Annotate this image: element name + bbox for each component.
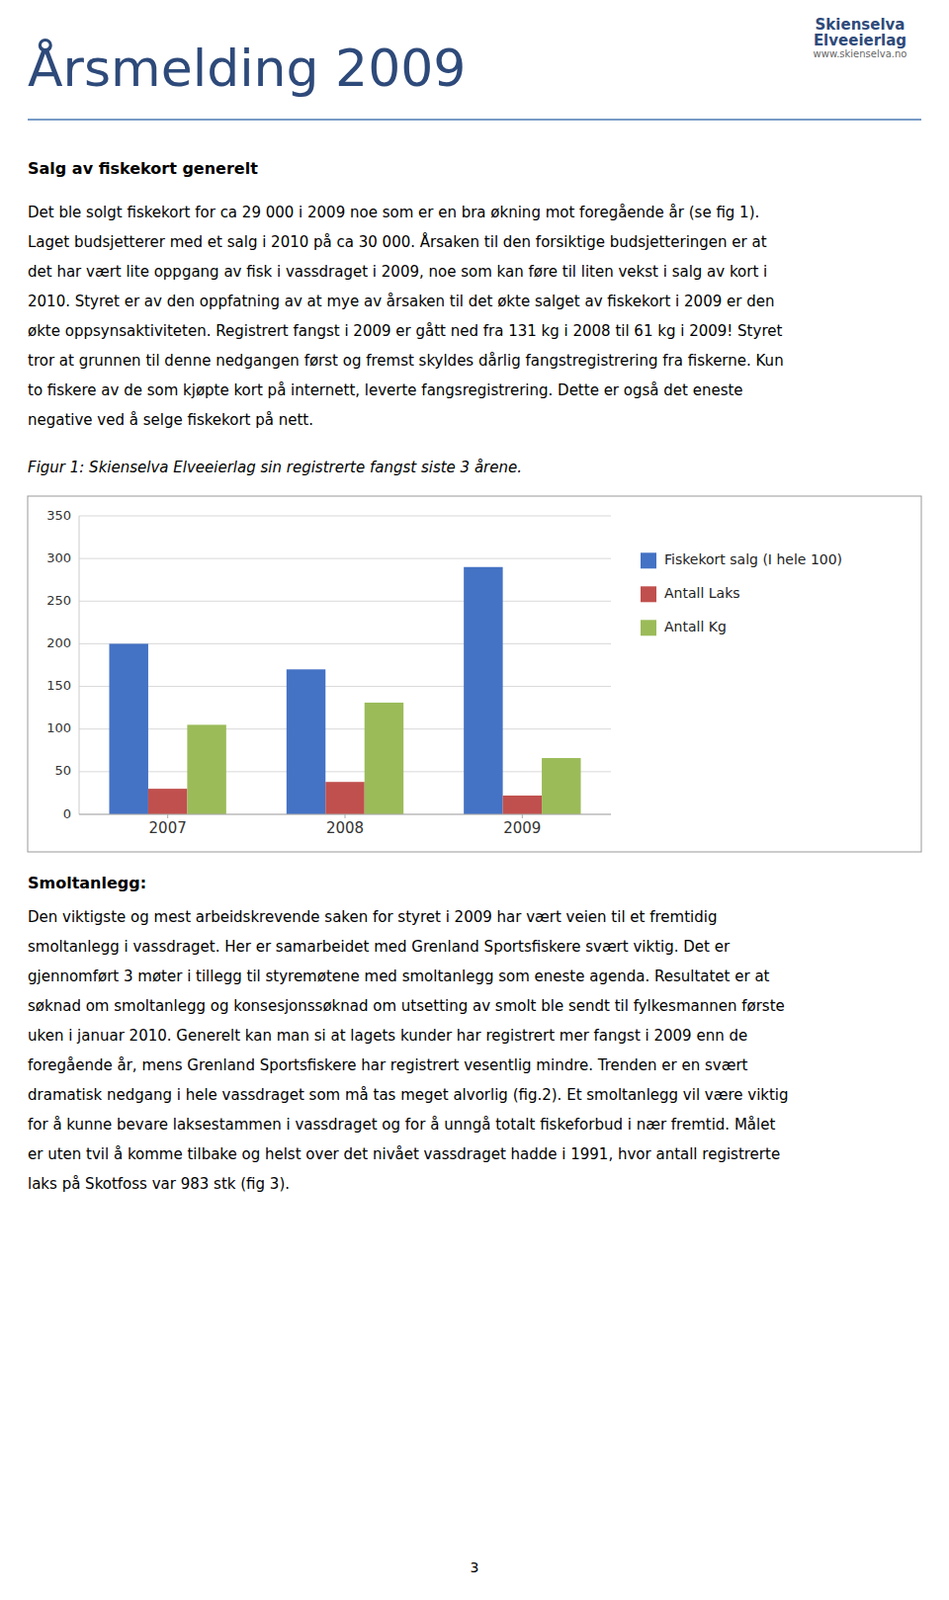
y-axis-line [79,516,81,815]
paragraph-line: Laget budsjetterer med et salg i 2010 på… [27,232,768,252]
paragraph-line: Det ble solgt fiskekort for ca 29 000 i … [27,203,760,222]
y-tick-label: 200 [46,635,72,651]
grid-line [79,771,611,773]
legend-label: Antall Kg [664,618,727,635]
paragraph-line: to fiskere av de som kjøpte kort på inte… [27,381,744,400]
legend-label: Fiskekort salg (I hele 100) [664,551,843,568]
bar [325,781,364,815]
paragraph-line: Den viktigste og mest arbeidskrevende sa… [27,908,717,927]
y-tick-label: 100 [46,720,72,736]
paragraph-line: uken i januar 2010. Generelt kan man si … [27,1027,748,1045]
paragraph-line: negative ved å selge fiskekort på nett. [27,411,314,430]
x-tick [521,814,523,819]
bar [541,758,581,815]
x-tick-label: 2007 [149,819,187,838]
legend-swatch [640,586,657,603]
section-heading: Smoltanlegg: [27,873,147,893]
bar [108,643,148,815]
x-tick-label: 2008 [326,819,364,838]
page-background [0,0,949,1600]
chart-border [27,496,922,853]
figure-caption: Figur 1: Skienselva Elveeierlag sin regi… [27,458,522,477]
x-tick [345,814,346,819]
logo-text: www.skienselva.no [813,48,908,60]
page-title: Årsmelding 2009 [27,37,466,98]
y-tick-label: 50 [54,763,72,778]
page-number: 3 [470,1559,480,1576]
header-rule [27,118,922,121]
paragraph-line: smoltanlegg i vassdraget. Her er samarbe… [27,938,731,956]
page: Årsmelding 2009SkienselvaElveeierlagwww.… [0,0,949,1600]
chart: 0 50 100 150 200 250 300 350 2007 2008 2009 Fiskeko… [27,496,922,853]
bar [286,669,326,815]
y-tick-label: 0 [63,806,72,822]
bar [148,788,187,815]
paragraph-line: 2010. Styret er av den oppfatning av at … [27,292,775,311]
bar [503,795,542,815]
paragraph-line: søknad om smoltanlegg og konsesjonssøkna… [27,997,785,1016]
bar [364,702,404,815]
paragraph-line: laks på Skotfoss var 983 stk (fig 3). [27,1175,290,1194]
legend: Fiskekort salg (I hele 100) Antall Laks An… [640,551,843,636]
x-tick-label: 2009 [503,819,541,838]
legend-label: Antall Laks [664,585,741,602]
legend-swatch [640,619,657,636]
bar [186,724,226,815]
logo-text: Elveeierlag [813,31,907,50]
paragraph-line: er uten tvil å komme tilbake og helst ov… [27,1145,780,1164]
grid-line [79,728,611,730]
paragraph-line: gjennomført 3 møter i tillegg til styrem… [27,967,771,986]
x-tick [167,814,169,819]
bars [108,567,581,815]
section-heading: Salg av fiskekort generelt [27,159,259,178]
bar [463,567,503,815]
grid-line [79,601,611,603]
grid-line [79,686,611,688]
paragraph-line: det har vært lite oppgang av fisk i vass… [27,262,768,281]
grid-line [79,516,611,518]
grid-line [79,643,611,645]
grid-line [79,558,611,560]
y-tick-label: 150 [46,678,72,693]
legend-swatch [640,552,657,569]
paragraph-line: tror at grunnen til denne nedgangen førs… [27,351,784,370]
paragraph-line: foregående år, mens Grenland Sportsfiske… [27,1056,749,1075]
y-tick-label: 250 [46,593,72,608]
y-tick-label: 300 [46,550,72,566]
paragraph-line: for å kunne bevare laksestammen i vassdr… [27,1116,776,1134]
paragraph-line: dramatisk nedgang i hele vassdraget som … [27,1086,789,1105]
y-tick-label: 350 [46,508,72,523]
paragraph-line: økte oppsynsaktiviteten. Registrert fang… [27,322,782,341]
